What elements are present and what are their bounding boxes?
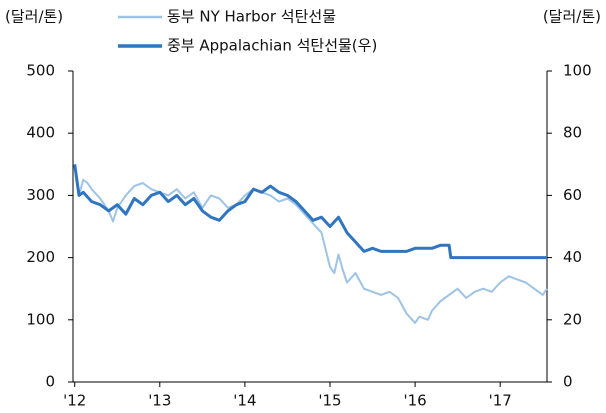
legend-label: 중부 Appalachian 석탄선물(우) <box>167 37 377 55</box>
x-tick-label: '12 <box>63 392 86 410</box>
line-series <box>73 167 548 324</box>
y2-tick-label: 20 <box>563 310 582 328</box>
y2-tick-label: 40 <box>563 248 582 266</box>
x-tick-label: '14 <box>233 392 256 410</box>
y-tick-label: 400 <box>26 124 55 142</box>
y-tick-label: 500 <box>26 62 55 80</box>
y2-tick-label: 60 <box>563 186 582 204</box>
x-tick-label: '17 <box>489 392 512 410</box>
x-tick-label: '16 <box>403 392 426 410</box>
line-series <box>73 164 547 260</box>
y2-tick-label: 0 <box>563 373 573 391</box>
y-tick-label: 300 <box>26 186 55 204</box>
y2-axis-label: (달러/톤) <box>543 8 601 26</box>
y-tick-label: 200 <box>26 248 55 266</box>
x-tick-label: '13 <box>148 392 171 410</box>
legend-label: 동부 NY Harbor 석탄선물 <box>167 8 336 26</box>
y2-tick-label: 80 <box>563 124 582 142</box>
y-tick-label: 0 <box>45 373 55 391</box>
y-tick-label: 100 <box>26 310 55 328</box>
y-axis-label: (달러/톤) <box>5 8 63 26</box>
y2-tick-label: 100 <box>563 62 592 80</box>
x-tick-label: '15 <box>318 392 341 410</box>
